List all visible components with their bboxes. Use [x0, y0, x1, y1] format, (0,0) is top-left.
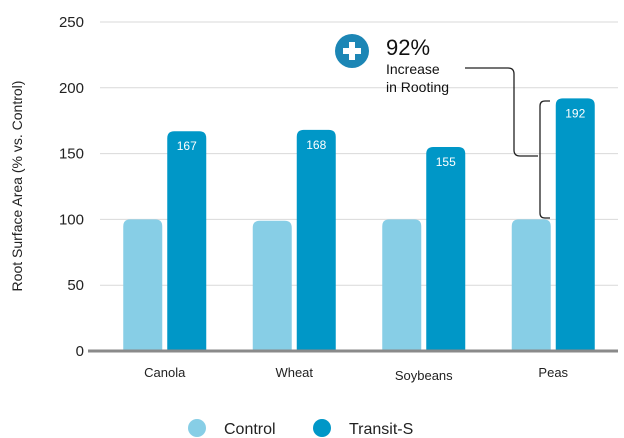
- bar-value-label-wheat: 168: [306, 138, 326, 152]
- bar-control-wheat: [252, 220, 292, 351]
- legend: Control Transit-S: [188, 419, 413, 438]
- annotation-value: 92%: [386, 35, 430, 60]
- x-tick-label-peas: Peas: [538, 365, 568, 380]
- bar-value-label-peas: 192: [565, 106, 585, 120]
- bar-control-soybeans: [382, 219, 422, 351]
- bar-value-label-canola: 167: [177, 139, 197, 153]
- legend-marker-control: [188, 419, 206, 437]
- plus-icon-v: [349, 42, 355, 60]
- bar-transit-s-soybeans: [426, 147, 466, 351]
- bar-control-canola: [123, 219, 163, 351]
- annotation-line2: in Rooting: [386, 79, 449, 95]
- bar-transit-s-canola: [167, 131, 207, 351]
- x-tick-label-wheat: Wheat: [275, 365, 313, 380]
- legend-marker-transit-s: [313, 419, 331, 437]
- increase-annotation: 92% Increase in Rooting: [335, 34, 550, 219]
- bars: 167 168 155 192: [123, 98, 595, 351]
- x-axis-categories: Canola Wheat Soybeans Peas: [144, 365, 568, 383]
- x-tick-label-canola: Canola: [144, 365, 186, 380]
- y-axis-label: Root Surface Area (% vs. Control): [9, 81, 25, 292]
- y-axis-ticks: 0 50 100 150 200 250: [59, 14, 84, 360]
- x-tick-label-soybeans: Soybeans: [395, 368, 453, 383]
- annotation-bracket: [539, 100, 550, 219]
- annotation-line1: Increase: [386, 61, 440, 77]
- legend-label-transit-s: Transit-S: [349, 421, 413, 438]
- y-tick-label-100: 100: [59, 211, 84, 228]
- bar-value-label-soybeans: 155: [436, 155, 456, 169]
- y-tick-label-200: 200: [59, 80, 84, 97]
- y-tick-label-150: 150: [59, 146, 84, 163]
- bar-control-peas: [511, 219, 551, 351]
- bar-transit-s-wheat: [296, 129, 336, 351]
- annotation-connector: [465, 67, 538, 157]
- y-tick-label-250: 250: [59, 14, 84, 31]
- bar-transit-s-peas: [555, 98, 595, 351]
- y-tick-label-0: 0: [76, 343, 84, 360]
- legend-label-control: Control: [224, 421, 276, 438]
- y-tick-label-50: 50: [67, 277, 84, 294]
